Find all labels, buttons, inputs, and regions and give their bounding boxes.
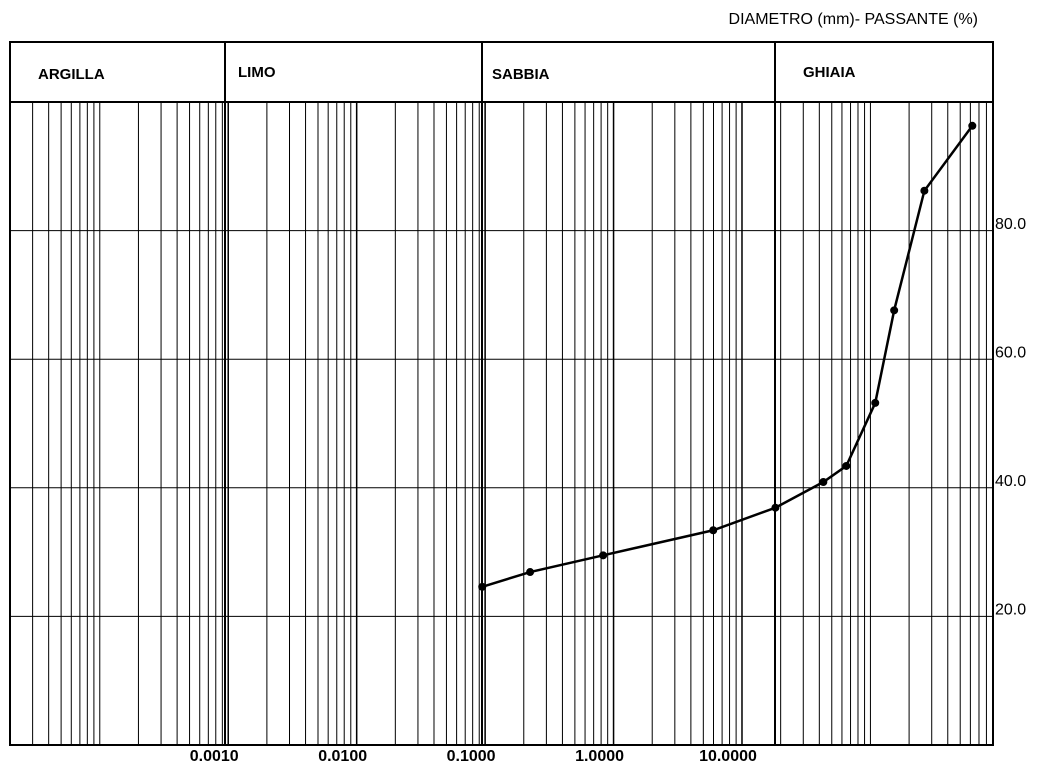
- data-point: [871, 398, 880, 407]
- zone-label: LIMO: [238, 64, 276, 81]
- y-tick-label: 60.0: [995, 344, 1026, 361]
- data-point: [478, 582, 487, 591]
- data-point: [920, 186, 929, 195]
- data-line: [481, 125, 974, 589]
- x-tick-label: 0.1000: [447, 748, 496, 765]
- y-tick-label: 20.0: [995, 602, 1026, 619]
- x-tick-label: 1.0000: [575, 748, 624, 765]
- zone-label: SABBIA: [492, 66, 550, 83]
- zone-label: GHIAIA: [803, 64, 856, 81]
- x-tick-label: 0.0010: [190, 748, 239, 765]
- data-point: [890, 306, 899, 315]
- x-tick-label: 0.0100: [318, 748, 367, 765]
- y-tick-label: 40.0: [995, 473, 1026, 490]
- x-tick-label: 10.0000: [699, 748, 757, 765]
- chart-title: DIAMETRO (mm)- PASSANTE (%): [729, 11, 978, 28]
- data-point: [599, 551, 608, 560]
- frame: [9, 41, 994, 746]
- data-point: [968, 121, 977, 130]
- data-point: [819, 478, 828, 487]
- zone-label: ARGILLA: [38, 66, 105, 83]
- data-point: [771, 503, 780, 512]
- data-point: [709, 526, 718, 535]
- data-point: [842, 461, 851, 470]
- data-point: [526, 568, 535, 577]
- y-tick-label: 80.0: [995, 216, 1026, 233]
